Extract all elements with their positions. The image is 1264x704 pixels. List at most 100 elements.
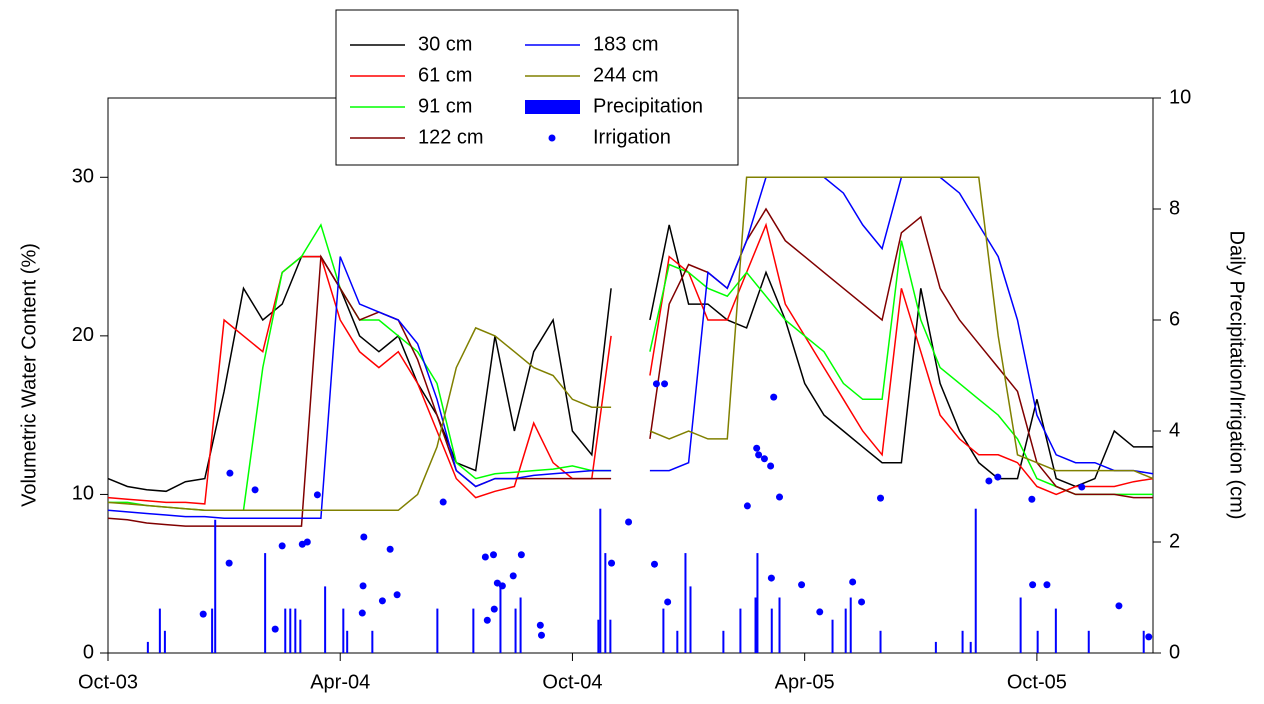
- y-tick-label: 0: [83, 641, 94, 663]
- precipitation-bar: [756, 553, 759, 653]
- precipitation-bar: [609, 619, 612, 653]
- y-tick-label: 10: [72, 483, 94, 505]
- legend-label: 183 cm: [593, 33, 659, 55]
- legend-label: 61 cm: [418, 64, 472, 86]
- y2-tick-label: 10: [1169, 86, 1191, 108]
- precipitation-bar: [342, 608, 345, 653]
- legend-box: [335, 9, 739, 166]
- irrigation-point: [498, 582, 506, 590]
- irrigation-point: [1029, 581, 1037, 589]
- irrigation-point: [313, 491, 321, 499]
- series-line: [107, 222, 1154, 505]
- irrigation-point: [1115, 602, 1123, 610]
- precipitation-bar: [324, 586, 327, 653]
- irrigation-point: [1028, 495, 1036, 503]
- irrigation-point: [994, 473, 1002, 481]
- y-axis-label: Volumetric Water Content (%): [18, 243, 40, 507]
- precipitation-bar: [211, 608, 214, 653]
- y2-tick-label: 6: [1169, 308, 1180, 330]
- legend-swatch: [548, 134, 556, 142]
- irrigation-point: [386, 545, 394, 553]
- y2-axis-label: Daily Precipitation/Irrigation (cm): [1226, 231, 1248, 520]
- irrigation-point: [858, 598, 866, 606]
- precipitation-bar: [163, 630, 166, 653]
- irrigation-point: [625, 518, 633, 526]
- irrigation-point: [664, 598, 672, 606]
- series-line: [107, 176, 1154, 519]
- irrigation-point: [760, 455, 768, 463]
- irrigation-point: [489, 551, 497, 559]
- precipitation-bar: [519, 597, 522, 653]
- irrigation-point: [481, 553, 489, 561]
- precipitation-bar: [597, 619, 600, 653]
- legend-label: Precipitation: [593, 95, 703, 117]
- irrigation-point: [483, 616, 491, 624]
- precipitation-bar: [831, 619, 834, 653]
- irrigation-point: [767, 462, 775, 470]
- precipitation-bar: [934, 641, 937, 653]
- precipitation-bar: [1036, 630, 1039, 653]
- irrigation-point: [358, 609, 366, 617]
- irrigation-point: [537, 631, 545, 639]
- irrigation-point: [199, 610, 207, 618]
- irrigation-point: [798, 581, 806, 589]
- precipitation-bar: [264, 553, 267, 653]
- y-tick-label: 30: [72, 166, 94, 188]
- precipitation-bar: [499, 586, 502, 653]
- legend-label: Irrigation: [593, 126, 671, 148]
- precipitation-bar: [214, 519, 217, 653]
- precipitation-bar: [472, 608, 475, 653]
- irrigation-point: [378, 597, 386, 605]
- precipitation-bar: [676, 630, 679, 653]
- irrigation-point: [490, 605, 498, 613]
- irrigation-point: [509, 572, 517, 580]
- precipitation-bar: [346, 630, 349, 653]
- precipitation-bar: [514, 608, 517, 653]
- y2-tick-label: 0: [1169, 641, 1180, 663]
- x-tick-label: Oct-04: [542, 671, 602, 693]
- precipitation-bar: [146, 641, 149, 653]
- precipitation-bar: [969, 641, 972, 653]
- precipitation-bar: [299, 619, 302, 653]
- irrigation-point: [650, 560, 658, 568]
- irrigation-point: [303, 538, 311, 546]
- precipitation-bar: [604, 553, 607, 653]
- irrigation-point: [360, 533, 368, 541]
- precipitation-bar: [599, 508, 602, 653]
- irrigation-point: [251, 486, 259, 494]
- legend-label: 30 cm: [418, 33, 472, 55]
- precipitation-bar: [770, 608, 773, 653]
- series-line: [108, 223, 1153, 512]
- precipitation-bar: [684, 553, 687, 653]
- precipitation-bar: [284, 608, 287, 653]
- y2-tick-label: 4: [1169, 419, 1180, 441]
- irrigation-point: [753, 444, 761, 452]
- legend-label: 122 cm: [418, 126, 484, 148]
- precipitation-bar: [844, 608, 847, 653]
- precipitation-bar: [294, 608, 297, 653]
- irrigation-point: [770, 393, 778, 401]
- irrigation-point: [278, 542, 286, 550]
- y-tick-label: 20: [72, 324, 94, 346]
- precipitation-bar: [371, 630, 374, 653]
- precipitation-bar: [289, 608, 292, 653]
- irrigation-point: [1078, 483, 1086, 491]
- legend-swatch: [525, 100, 580, 114]
- irrigation-point: [776, 493, 784, 501]
- legend: 30 cm 61 cm 91 cm 122 cm 183 cm 244 cm Precipi…: [350, 33, 703, 148]
- precipitation-bar: [662, 608, 665, 653]
- precipitation-bar: [158, 608, 161, 653]
- irrigation-point: [225, 559, 233, 567]
- precipitation-bar: [974, 508, 977, 653]
- y2-tick-label: 8: [1169, 197, 1180, 219]
- irrigation-point: [517, 551, 525, 559]
- precipitation-bar: [754, 597, 757, 653]
- legend-label: 91 cm: [418, 95, 472, 117]
- precipitation-bar: [879, 630, 882, 653]
- precipitation-bar: [722, 630, 725, 653]
- irrigation-point: [439, 498, 447, 506]
- irrigation-point: [359, 582, 367, 590]
- series-line: [107, 176, 1154, 512]
- x-tick-label: Apr-04: [310, 671, 370, 693]
